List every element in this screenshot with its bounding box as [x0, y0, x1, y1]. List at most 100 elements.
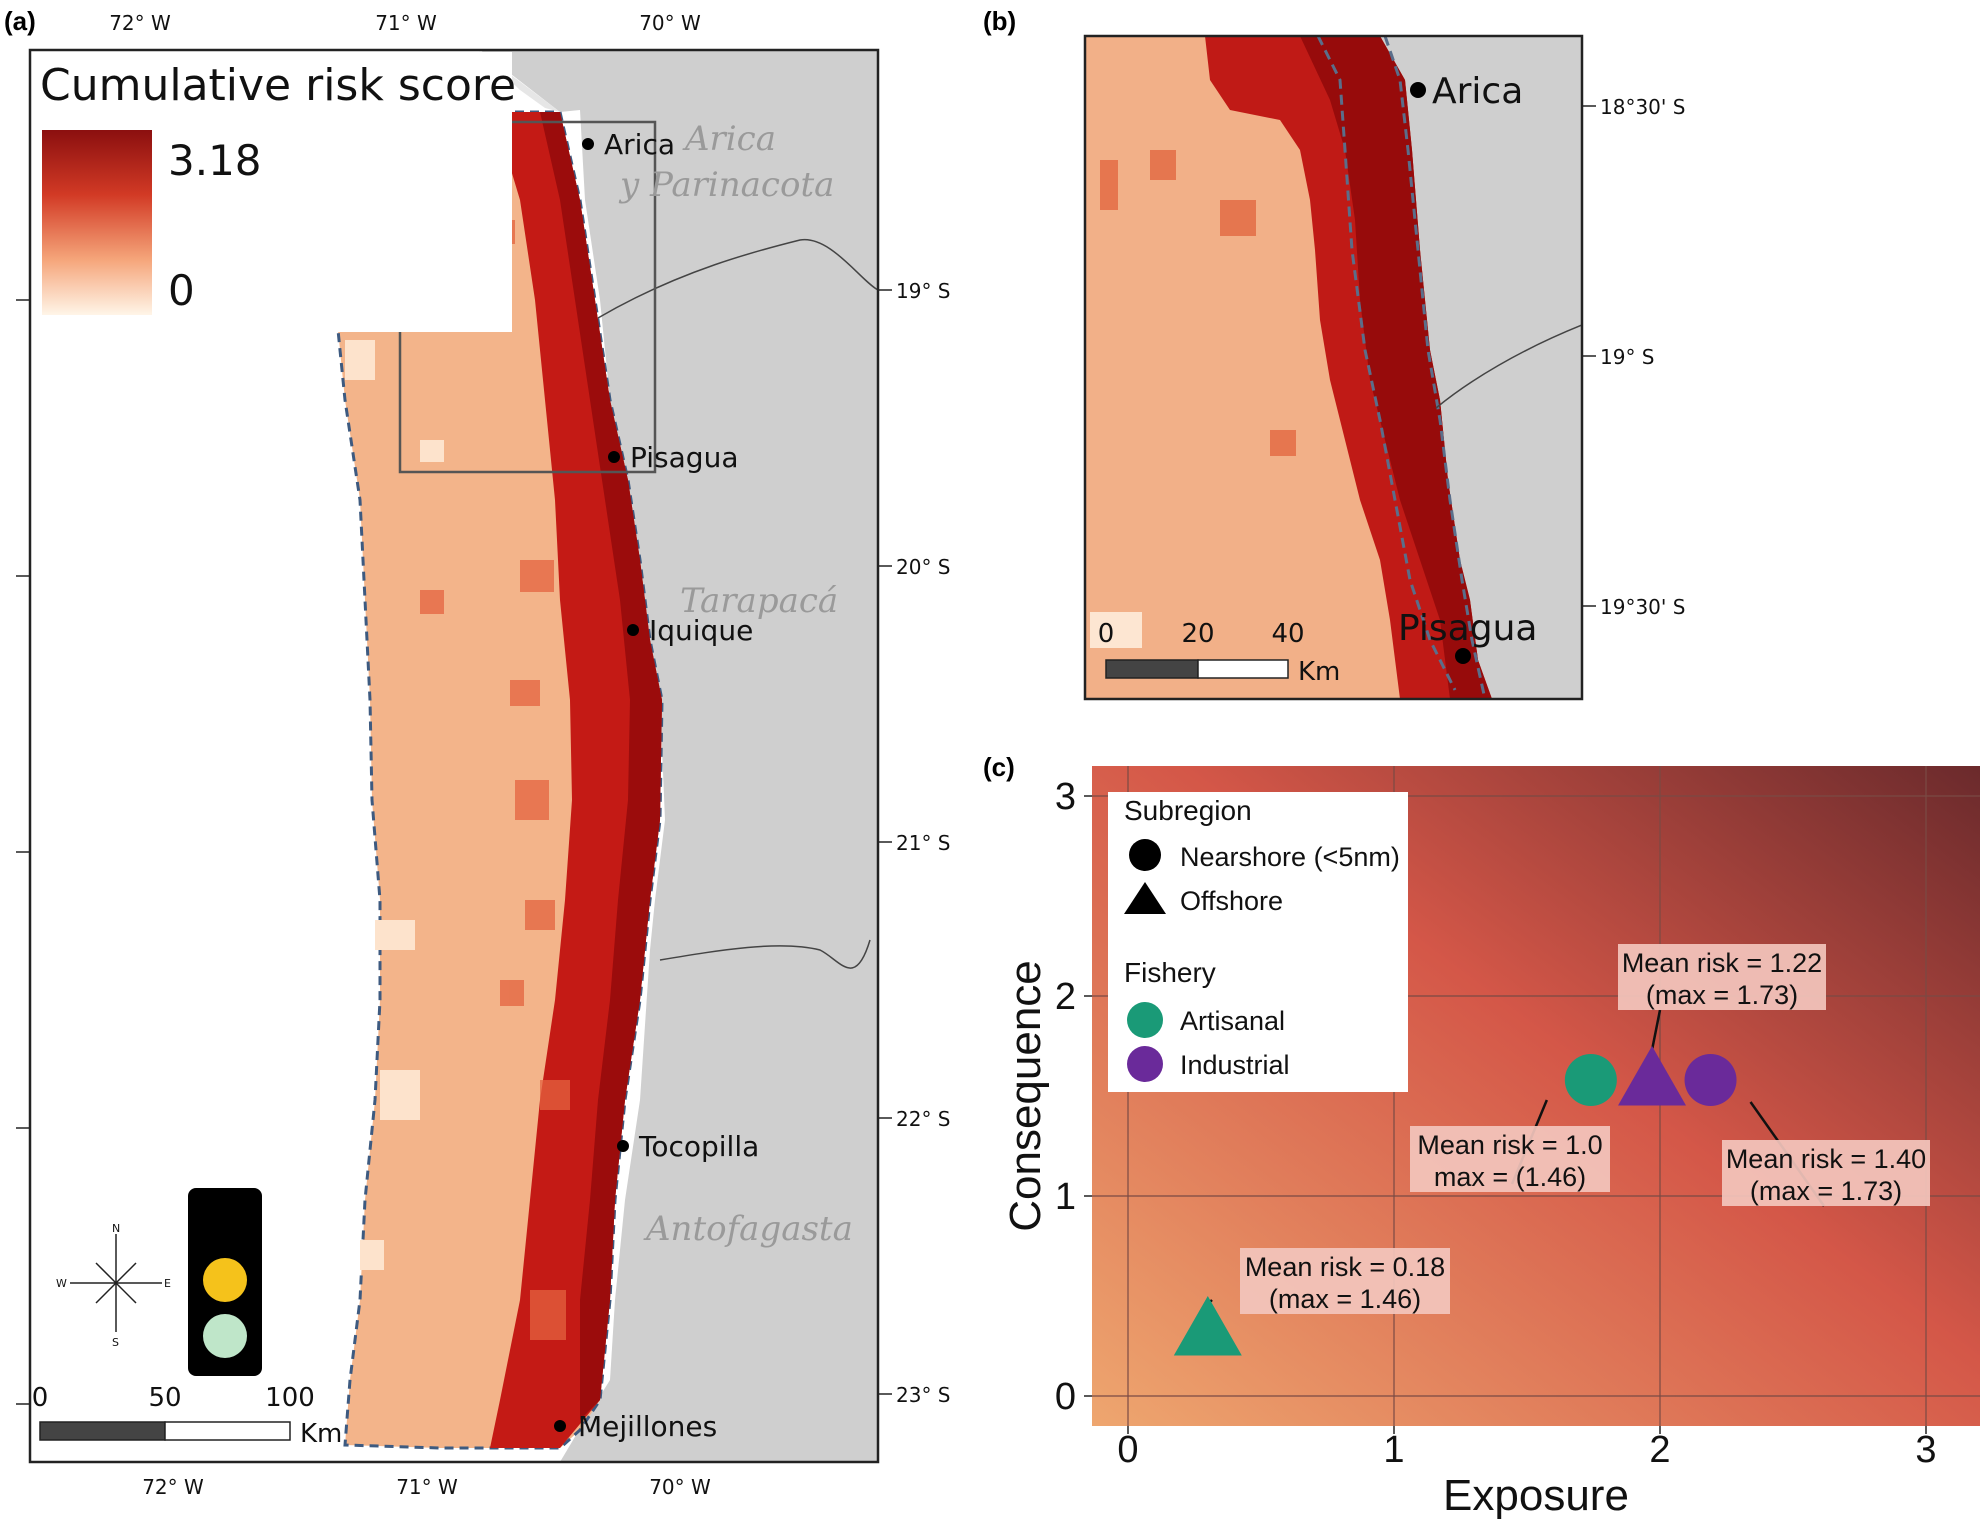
annotation-box: [1722, 1140, 1930, 1206]
panel-a-frame: [28, 48, 880, 1464]
legend-artisanal-swatch: [1127, 1002, 1163, 1038]
x-tick-label: 0: [1117, 1429, 1138, 1471]
region-border-2: [659, 939, 871, 969]
plot-legend: Subregion Nearshore (<5nm) Offshore Fish…: [1108, 792, 1408, 1092]
annotation-leader: [1650, 1009, 1662, 1051]
inset-region-border: [1435, 324, 1582, 409]
panel-b-scale-bar: 0 20 40 Km: [1098, 619, 1341, 687]
point-marker-triangle: [1618, 1046, 1687, 1106]
panel-a-label: (a): [4, 6, 36, 36]
scale-b-label-20: 20: [1181, 619, 1214, 649]
x-tick-label: 3: [1915, 1429, 1936, 1471]
inset-patches: [1100, 150, 1296, 456]
annotation-line-1: Mean risk = 1.22: [1622, 948, 1822, 978]
annotation-line-2: max = (1.46): [1434, 1162, 1586, 1192]
legend-fishery-title: Fishery: [1124, 957, 1216, 988]
compass-rose: [70, 1234, 162, 1332]
panel-a-top-lon-ticks: 72° W 71° W 70° W: [109, 11, 701, 35]
inset-lat-tick-19: 19° S: [1600, 345, 1655, 369]
lon-tick-top-70: 70° W: [639, 11, 701, 35]
y-tick-label: 2: [1055, 976, 1076, 1018]
city-marker-iquique: [627, 624, 639, 636]
land-mass: [480, 50, 878, 1462]
lat-tick-22: 22° S: [896, 1107, 951, 1131]
legend-subregion-title: Subregion: [1124, 795, 1252, 826]
city-label-tocopilla: Tocopilla: [638, 1130, 759, 1163]
annotation-line-1: Mean risk = 0.18: [1245, 1252, 1445, 1282]
lon-tick-bottom-70: 70° W: [649, 1475, 711, 1499]
lon-tick-top-72: 72° W: [109, 11, 171, 35]
region-border-1: [597, 239, 878, 319]
traffic-light-red-off: [203, 1202, 247, 1246]
region-label-parinacota: y Parinacota: [618, 165, 834, 205]
lat-tick-20: 20° S: [896, 555, 951, 579]
legend-industrial-swatch: [1127, 1046, 1163, 1082]
panel-b-lat-ticks: [1582, 105, 1596, 607]
inset-city-label-pisagua: Pisagua: [1398, 608, 1537, 649]
lon-tick-bottom-71: 71° W: [396, 1475, 458, 1499]
x-axis-title: Exposure: [1443, 1471, 1629, 1520]
inset-lat-tick-1930: 19°30' S: [1600, 595, 1685, 619]
panel-a: (a) 72° W 71° W 70° W: [4, 6, 951, 1499]
y-tick-label: 0: [1055, 1376, 1076, 1418]
scale-b-label-0: 0: [1098, 619, 1115, 649]
x-tick-label: 2: [1649, 1429, 1670, 1471]
plot-axis-ticks: 00 1 1 2 2 3 3: [1055, 776, 1937, 1471]
x-tick-label: 1: [1383, 1429, 1404, 1471]
inset-city-marker-arica: [1410, 82, 1426, 98]
legend-min-value: 0: [168, 266, 195, 315]
annotation-box: [1410, 1126, 1610, 1192]
inset-city-marker-pisagua: [1455, 648, 1471, 664]
low-risk-patches: [345, 340, 444, 1270]
inset-lat-tick-1830: 18°30' S: [1600, 95, 1685, 119]
panel-c: (c) 00 1 1 2 2 3 3 Exposure Consequence Subreg…: [983, 752, 1980, 1520]
inset-peak-band: [1300, 36, 1492, 699]
point-marker-triangle: [1173, 1296, 1242, 1356]
lat-tick-19: 19° S: [896, 279, 951, 303]
panel-a-cities: Arica Pisagua Iquique Tocopilla Mejillon…: [554, 128, 759, 1443]
annotation-line-1: Mean risk = 1.40: [1726, 1144, 1926, 1174]
panel-b-frame: [1083, 34, 1584, 701]
inset-coast-dashed: [1383, 36, 1487, 699]
lat-tick-21: 21° S: [896, 831, 951, 855]
city-marker-pisagua: [608, 451, 620, 463]
scale-a-unit: Km: [300, 1419, 342, 1449]
panel-b-map-body: [1085, 36, 1582, 699]
scale-b-unit: Km: [1298, 657, 1340, 687]
point-marker-circle: [1684, 1054, 1737, 1106]
y-axis-title: Consequence: [1001, 960, 1050, 1232]
lon-tick-bottom-72: 72° W: [142, 1475, 204, 1499]
annotation-line-2: (max = 1.73): [1646, 980, 1798, 1010]
compass-n: N: [112, 1222, 120, 1235]
legend-offshore-label: Offshore: [1180, 886, 1283, 916]
y-tick-label: 1: [1055, 1176, 1076, 1218]
scale-a-label-0: 0: [32, 1383, 49, 1413]
legend-color-ramp: [42, 130, 152, 315]
legend-industrial-label: Industrial: [1180, 1050, 1290, 1080]
region-label-antofagasta: Antofagasta: [643, 1209, 853, 1249]
traffic-light-green: [203, 1314, 247, 1358]
annotation-line-2: (max = 1.46): [1269, 1284, 1421, 1314]
city-label-iquique: Iquique: [649, 614, 753, 647]
legend-nearshore-label: Nearshore (<5nm): [1180, 842, 1400, 872]
scale-a-label-50: 50: [148, 1383, 181, 1413]
legend-offshore-symbol: [1124, 882, 1166, 914]
panel-b: (b) 18°30' S 19° S 19°30' S: [983, 6, 1685, 701]
city-label-mejillones: Mejillones: [578, 1410, 717, 1443]
city-marker-tocopilla: [617, 1140, 629, 1152]
legend-title: Cumulative risk score: [40, 60, 516, 111]
lon-tick-top-71: 71° W: [375, 11, 437, 35]
y-tick-label: 3: [1055, 776, 1076, 818]
panel-a-right-lat-ticks: [16, 289, 892, 1405]
inset-city-label-arica: Arica: [1432, 71, 1523, 112]
city-marker-arica: [582, 138, 594, 150]
legend-artisanal-label: Artisanal: [1180, 1006, 1285, 1036]
legend-nearshore-symbol: [1129, 839, 1161, 871]
traffic-light-amber: [203, 1258, 247, 1302]
compass-s: S: [112, 1336, 119, 1349]
city-marker-mejillones: [554, 1420, 566, 1432]
scale-a-label-100: 100: [265, 1383, 315, 1413]
inset-dashed-boundary: [1316, 36, 1457, 691]
annotation-box: [1618, 944, 1826, 1010]
